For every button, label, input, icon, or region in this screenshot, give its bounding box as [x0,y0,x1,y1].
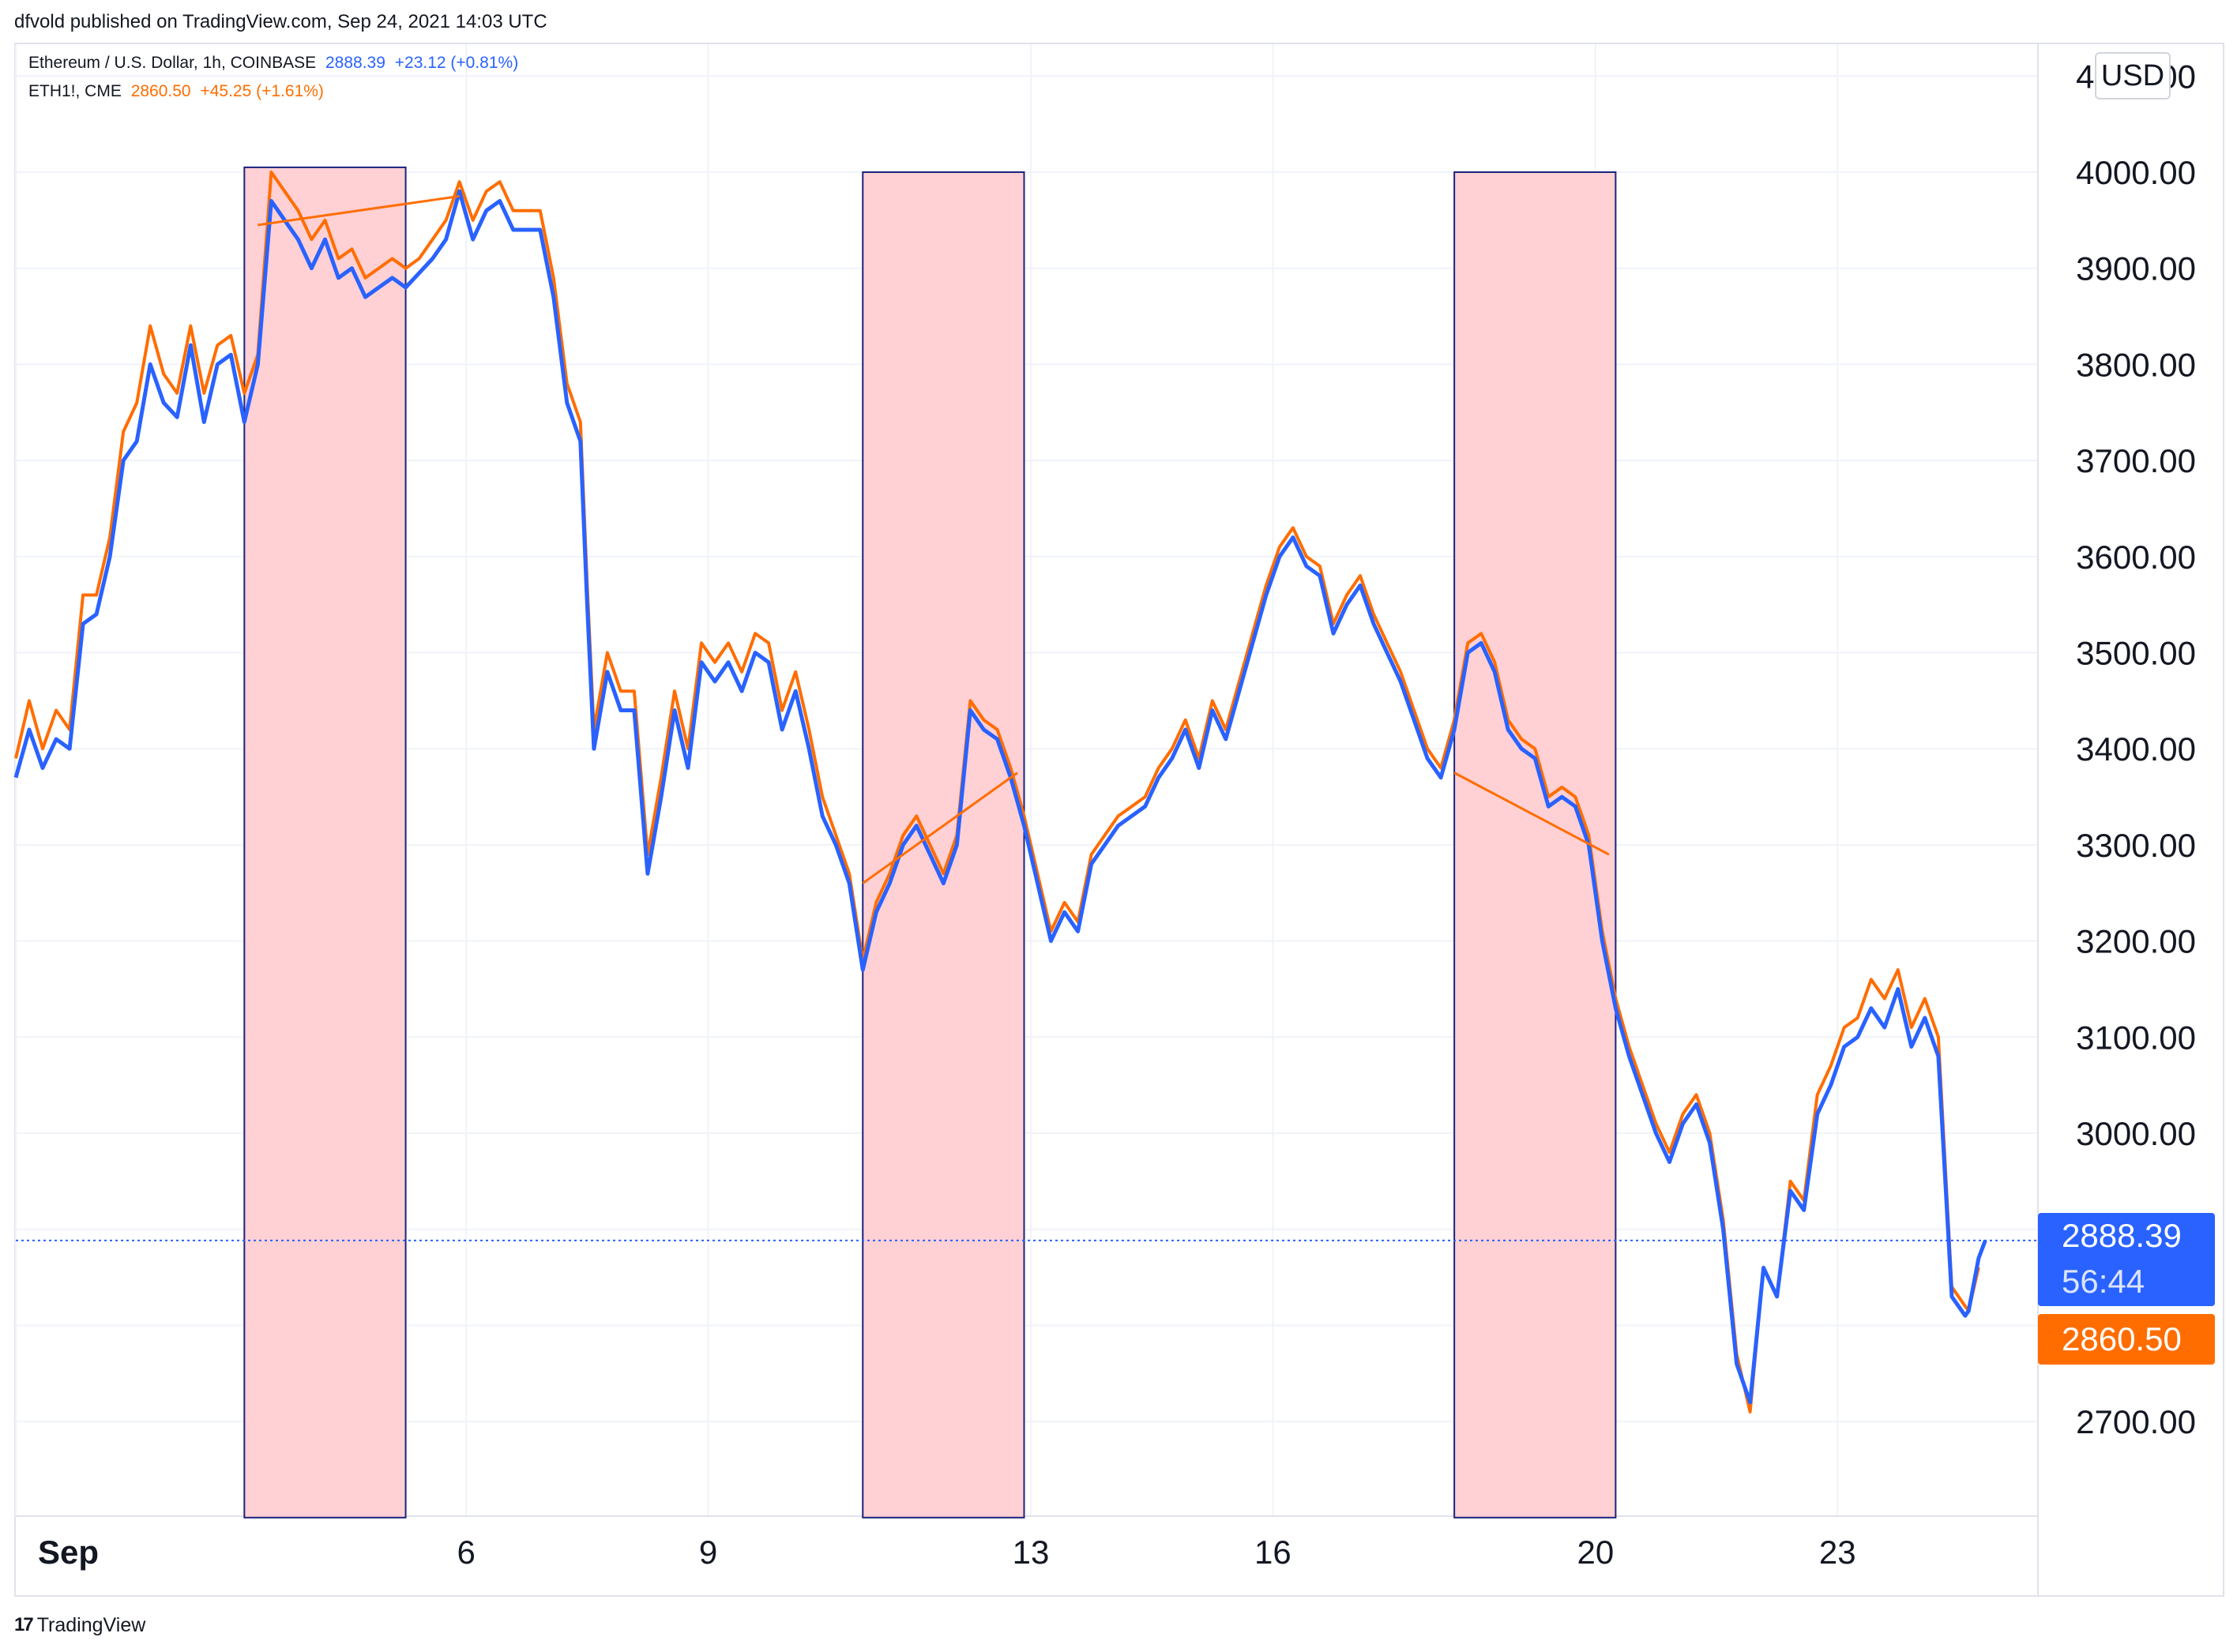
publisher-credit: dfvold published on TradingView.com, Sep… [14,11,547,32]
y-tick-label: 3500.00 [2076,635,2196,672]
legend-coinbase[interactable]: Ethereum / U.S. Dollar, 1h, COINBASE 288… [28,54,523,73]
tradingview-logo[interactable]: 17 TradingView [14,1611,145,1639]
y-tick-label: 4000.00 [2076,154,2196,191]
trend-line-1 [258,194,460,227]
highlight-box-1 [243,166,407,1519]
trend-line-3 [1453,772,1610,856]
x-tick-label: 20 [1577,1534,1614,1571]
legend-coinbase-change: +23.12 (+0.81%) [394,54,519,72]
y-tick-label: 3400.00 [2076,730,2196,768]
coinbase-last-price: 2888.39 [2062,1217,2182,1254]
y-tick-label: 3000.00 [2076,1115,2196,1152]
legend-coinbase-name: Ethereum / U.S. Dollar, 1h, COINBASE [28,54,317,72]
bar-countdown: 56:44 [2062,1263,2145,1300]
series-line-coinbase [13,189,1987,1405]
y-tick-label: 3800.00 [2076,346,2196,383]
x-tick-label: 13 [1013,1534,1050,1571]
x-tick-label: 9 [699,1534,717,1571]
legend-cme-name: ETH1!, CME [28,82,122,100]
x-tick-label: Sep [38,1534,99,1571]
tradingview-logo-text: TradingView [36,1613,146,1636]
x-tick-label: 16 [1254,1534,1291,1571]
x-tick-label: 23 [1819,1534,1856,1571]
coinbase-price-tag: 2888.39 56:44 [2038,1213,2215,1306]
y-tick-label: 2700.00 [2076,1403,2196,1440]
currency-button[interactable]: USD [2095,52,2171,99]
legend-cme-price: 2860.50 [130,82,191,100]
x-tick-label: 6 [457,1534,475,1571]
y-tick-label: 3900.00 [2076,250,2196,287]
cme-price-tag: 2860.50 [2038,1314,2215,1365]
legend-cme[interactable]: ETH1!, CME 2860.50 +45.25 (+1.61%) [28,82,329,101]
y-tick-label: 3100.00 [2076,1019,2196,1056]
legend-cme-change: +45.25 (+1.61%) [200,82,324,100]
y-tick-label: 3300.00 [2076,827,2196,864]
highlight-box-2 [862,171,1025,1519]
series-line-cme [14,171,1980,1414]
trend-line-2 [862,772,1018,884]
y-tick-label: 3700.00 [2076,442,2196,479]
y-tick-label: 3600.00 [2076,539,2196,576]
y-tick-label: 3200.00 [2076,923,2196,960]
legend-coinbase-price: 2888.39 [325,54,385,72]
tradingview-logo-icon: 17 [14,1614,34,1635]
